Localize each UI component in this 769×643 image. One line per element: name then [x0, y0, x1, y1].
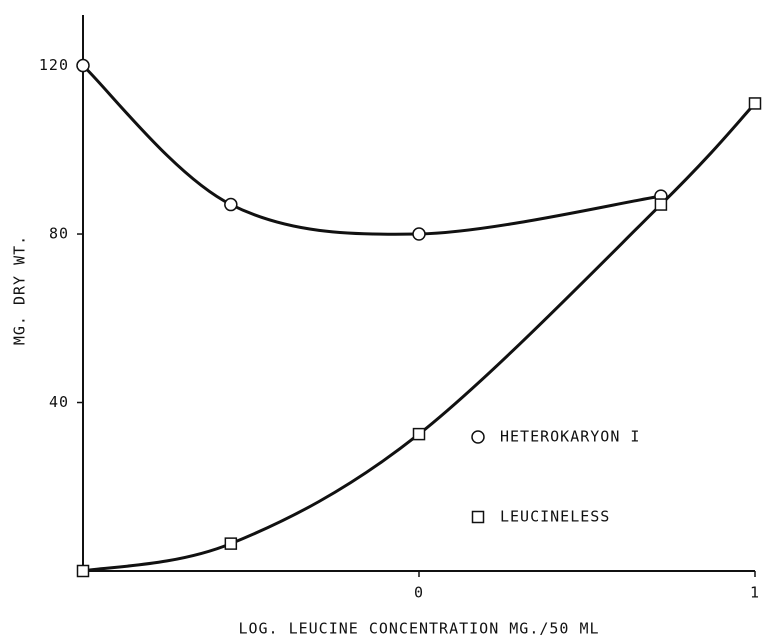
- legend-label: HETEROKARYON I: [500, 428, 640, 446]
- x-tick-label: 0: [414, 584, 424, 602]
- point: [76, 58, 90, 73]
- point: [224, 197, 238, 212]
- point: [76, 564, 90, 578]
- point: [748, 97, 762, 110]
- curve: [82, 102, 757, 573]
- legend-label: LEUCINELESS: [500, 508, 610, 526]
- x-axis-label: LOG. LEUCINE CONCENTRATION MG./50 ML: [238, 620, 599, 638]
- y-axis-label: MG. DRY WT.: [11, 235, 29, 345]
- point: [224, 537, 238, 550]
- y-tick-label: 80: [49, 225, 69, 243]
- legend-marker: [471, 510, 485, 524]
- x-tick-label: 1: [750, 584, 760, 602]
- axes: [82, 15, 755, 572]
- point: [412, 427, 426, 441]
- point: [412, 227, 426, 241]
- y-tick-label: 120: [39, 56, 69, 74]
- y-tick-label: 40: [49, 393, 69, 411]
- legend-marker: [471, 430, 485, 444]
- curve: [81, 64, 662, 236]
- point: [654, 198, 668, 211]
